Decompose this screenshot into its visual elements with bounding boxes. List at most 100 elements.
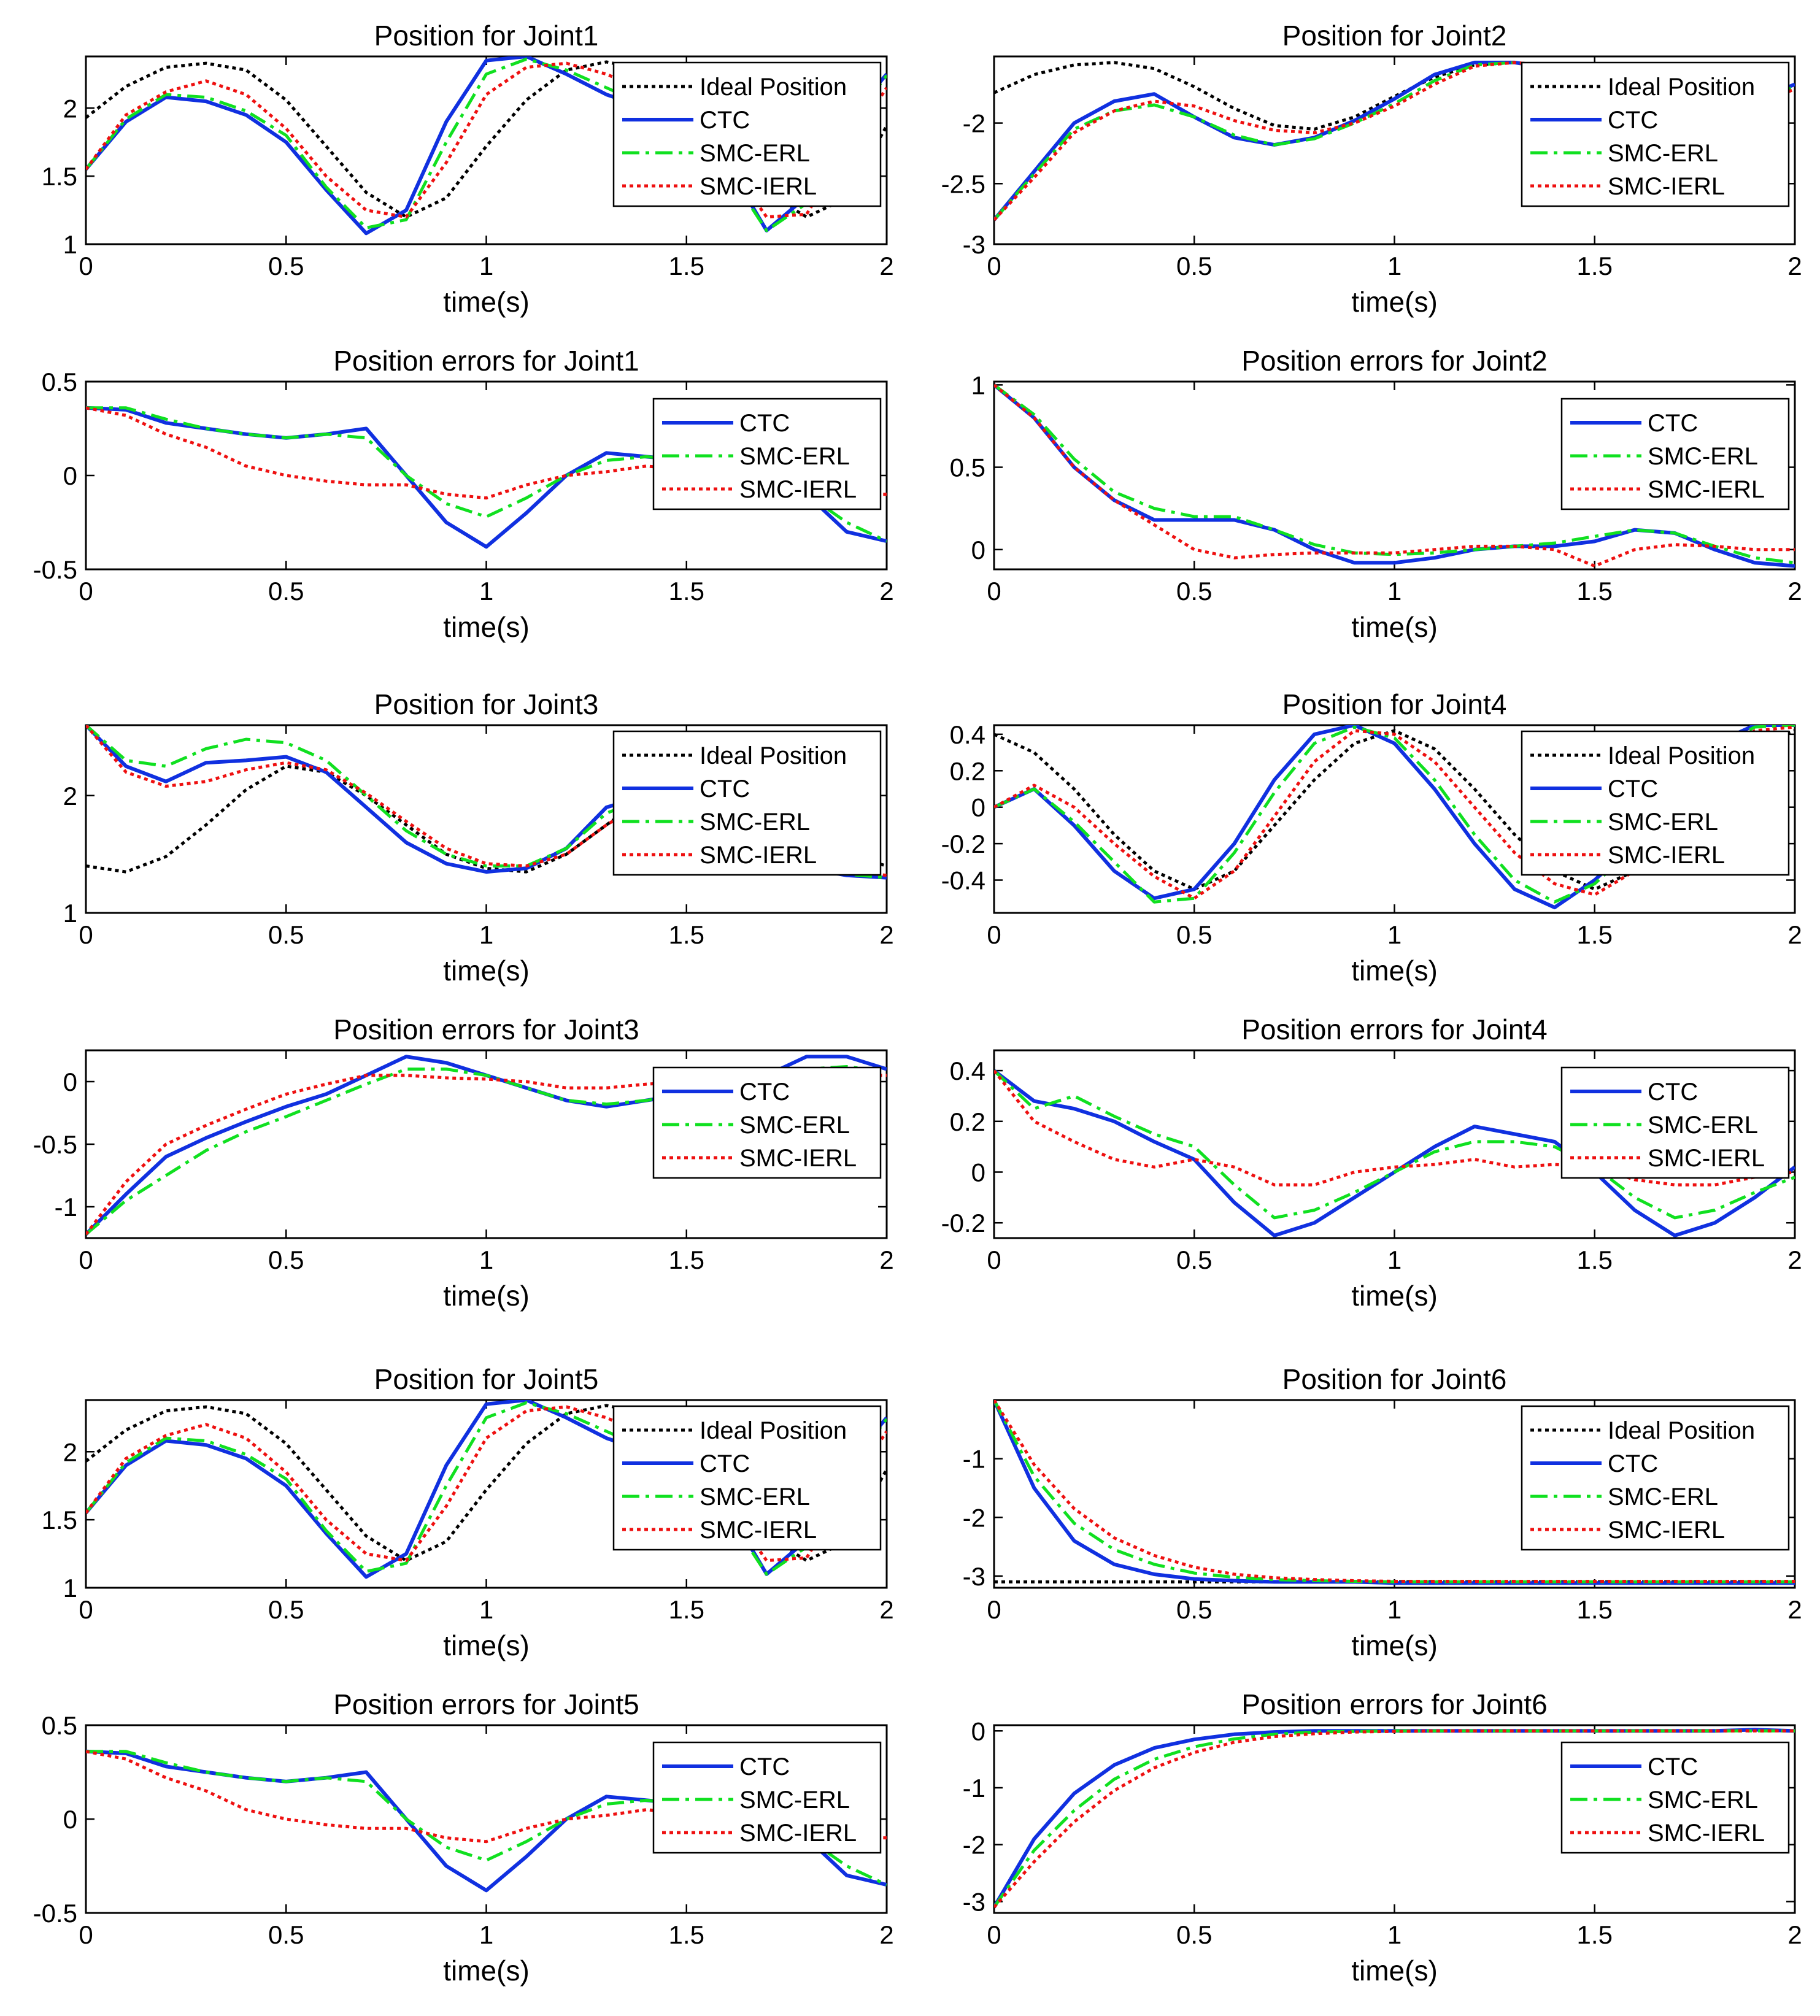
y-tick-label: 0.2: [950, 1107, 985, 1136]
legend-label: CTC: [700, 107, 750, 134]
x-tick-label: 0.5: [1176, 252, 1212, 280]
legend: CTC SMC-ERL SMC-IERL: [1560, 1066, 1790, 1179]
legend-label: CTC: [700, 1450, 750, 1477]
x-tick-label: 2: [879, 1920, 893, 1949]
legend-label: SMC-IERL: [700, 842, 817, 869]
x-axis-label: time(s): [443, 1629, 530, 1661]
legend-box: [1560, 1741, 1790, 1854]
legend-label: CTC: [739, 1079, 790, 1106]
x-tick-label: 0: [987, 1245, 1001, 1274]
legend-box: [612, 61, 882, 207]
y-tick-label: -2: [963, 1831, 985, 1860]
y-tick-label: -0.4: [941, 866, 985, 895]
legend-label: Ideal Position: [700, 74, 847, 101]
x-tick-label: 1.5: [1577, 1920, 1613, 1949]
x-tick-label: 0: [79, 1595, 93, 1624]
x-tick-label: 1: [1387, 1595, 1402, 1624]
x-axis-label: time(s): [1351, 286, 1438, 318]
legend-box: [1521, 1405, 1790, 1551]
x-tick-label: 0: [79, 577, 93, 606]
plot-title: Position for Joint4: [1282, 688, 1507, 720]
x-tick-label: 0.5: [268, 920, 304, 949]
plot-title: Position errors for Joint6: [1241, 1688, 1548, 1720]
x-axis-label: time(s): [443, 1955, 530, 1987]
legend-label: SMC-IERL: [1648, 476, 1765, 503]
y-tick-label: 0: [63, 1068, 77, 1096]
legend: Ideal Position CTC SMC-ERL SMC-IERL: [1521, 61, 1790, 207]
subplot-10: Position for Joint6 0 0.5 1 1.5 2 time(s) -3 -2 -…: [963, 1363, 1802, 1661]
subplot-6: Position for Joint4 0 0.5 1 1.5 2 time(s) -0.4 -…: [941, 688, 1802, 987]
legend: CTC SMC-ERL SMC-IERL: [1560, 398, 1790, 510]
subplot-4: Position errors for Joint2 0 0.5 1 1.5 2 time(…: [950, 345, 1802, 643]
y-tick-label: -3: [963, 1562, 985, 1591]
series-group: [994, 1400, 1795, 1585]
y-tick-label: 0: [971, 536, 985, 564]
legend-label: SMC-ERL: [700, 809, 810, 836]
legend-label: CTC: [1608, 107, 1658, 134]
legend-label: SMC-ERL: [1648, 1787, 1758, 1814]
y-tick-label: -0.2: [941, 829, 985, 858]
legend-label: SMC-IERL: [1608, 173, 1725, 200]
series-line-smc-ierl: [994, 1400, 1795, 1583]
legend-label: CTC: [1648, 410, 1698, 437]
x-axis-label: time(s): [443, 286, 530, 318]
x-tick-label: 1.5: [669, 1920, 704, 1949]
plot-title: Position errors for Joint4: [1241, 1014, 1548, 1045]
x-tick-label: 0.5: [1176, 577, 1212, 606]
legend-box: [1521, 730, 1790, 876]
legend-label: Ideal Position: [1608, 74, 1755, 101]
y-tick-label: -1: [963, 1445, 985, 1474]
subplot-9: Position for Joint5 0 0.5 1 1.5 2 time(s) 1 1.5 2…: [42, 1363, 894, 1661]
x-tick-label: 0: [79, 1245, 93, 1274]
legend-box: [612, 730, 882, 876]
x-tick-label: 1.5: [669, 1595, 704, 1624]
y-tick-label: -2.5: [941, 169, 985, 198]
legend-box: [612, 1405, 882, 1551]
x-tick-label: 0.5: [1176, 1595, 1212, 1624]
legend-label: SMC-IERL: [739, 476, 857, 503]
y-tick-label: -0.5: [33, 555, 77, 584]
subplot-5: Position for Joint3 0 0.5 1 1.5 2 time(s) 1 2 Ide…: [63, 688, 894, 987]
plot-title: Position errors for Joint1: [333, 345, 639, 377]
legend: CTC SMC-ERL SMC-IERL: [1560, 1741, 1790, 1854]
y-tick-label: -2: [963, 109, 985, 138]
x-tick-label: 0.5: [268, 252, 304, 280]
y-tick-label: 1: [63, 1574, 77, 1602]
series-line-smc-ierl: [86, 1074, 887, 1236]
x-tick-label: 2: [1787, 1595, 1802, 1624]
legend-label: SMC-IERL: [739, 1145, 857, 1172]
x-tick-label: 0: [79, 252, 93, 280]
x-axis-label: time(s): [1351, 1955, 1438, 1987]
y-tick-label: 0.4: [950, 720, 985, 749]
x-tick-label: 1: [479, 920, 493, 949]
x-tick-label: 0: [987, 1595, 1001, 1624]
legend-label: CTC: [1608, 1450, 1658, 1477]
y-tick-label: -0.5: [33, 1130, 77, 1159]
x-axis-label: time(s): [443, 955, 530, 987]
x-tick-label: 0.5: [268, 577, 304, 606]
series-line-smc-ierl: [994, 1729, 1795, 1909]
legend-label: CTC: [739, 410, 790, 437]
y-tick-label: 2: [63, 94, 77, 123]
legend-label: CTC: [739, 1753, 790, 1780]
legend-label: SMC-ERL: [1608, 1483, 1718, 1510]
y-tick-label: 0.5: [950, 453, 985, 482]
legend-label: SMC-ERL: [700, 1483, 810, 1510]
x-tick-label: 0.5: [268, 1920, 304, 1949]
x-tick-label: 2: [1787, 1920, 1802, 1949]
legend-label: SMC-IERL: [700, 173, 817, 200]
y-tick-label: 1: [63, 899, 77, 928]
legend-box: [652, 398, 882, 510]
x-tick-label: 2: [879, 252, 893, 280]
x-tick-label: 1.5: [1577, 1595, 1613, 1624]
plot-title: Position for Joint6: [1282, 1363, 1507, 1395]
x-tick-label: 0: [987, 577, 1001, 606]
y-tick-label: -0.5: [33, 1899, 77, 1928]
legend-label: SMC-ERL: [700, 140, 810, 167]
legend-label: SMC-IERL: [1648, 1145, 1765, 1172]
legend-label: SMC-ERL: [1608, 140, 1718, 167]
x-tick-label: 2: [879, 1245, 893, 1274]
y-tick-label: -1: [55, 1193, 77, 1222]
legend: CTC SMC-ERL SMC-IERL: [652, 1066, 882, 1179]
legend-box: [1521, 61, 1790, 207]
